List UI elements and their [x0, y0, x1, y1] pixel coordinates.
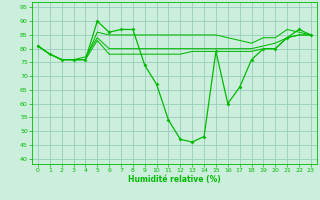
X-axis label: Humidité relative (%): Humidité relative (%)	[128, 175, 221, 184]
